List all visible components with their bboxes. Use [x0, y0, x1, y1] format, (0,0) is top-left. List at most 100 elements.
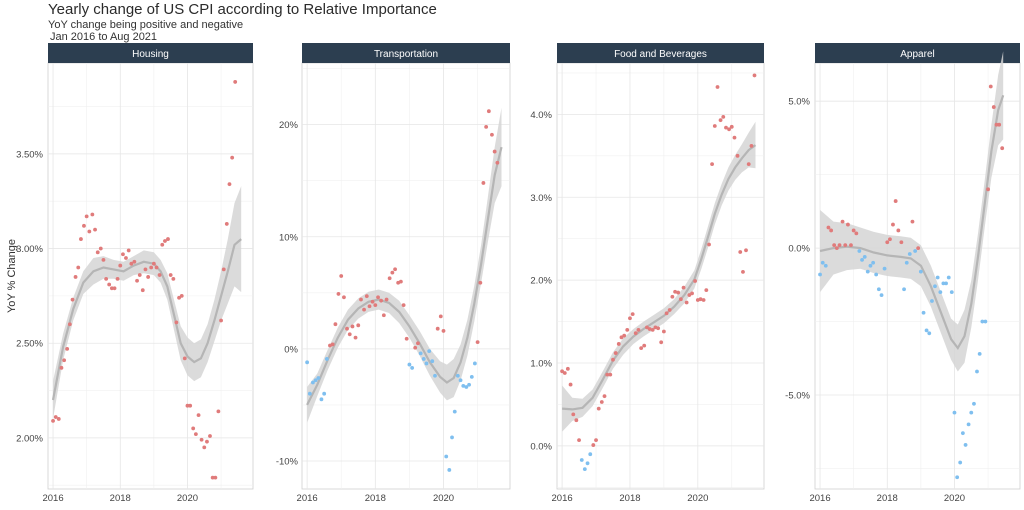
data-point [613, 351, 618, 355]
data-point [871, 260, 876, 265]
data-point [574, 418, 579, 423]
data-point [562, 371, 567, 375]
data-point [227, 182, 232, 187]
data-point [79, 237, 83, 241]
facet-strip-label: Housing [132, 49, 169, 60]
data-point [381, 313, 386, 318]
x-tick-label: 2018 [365, 493, 386, 504]
y-tick-label: 3.00% [16, 244, 43, 255]
data-point [121, 252, 125, 257]
data-point [645, 325, 649, 330]
data-point [958, 460, 963, 465]
data-point [571, 412, 576, 417]
data-point [129, 261, 134, 266]
data-point [441, 329, 446, 333]
data-point [90, 212, 95, 217]
chart-subtitle: YoY change being positive and negative [48, 19, 244, 31]
data-point [307, 391, 312, 396]
data-point [960, 431, 965, 436]
data-point [53, 415, 58, 419]
data-point [336, 292, 341, 296]
data-point [101, 258, 106, 262]
facet-strip-label: Transportation [374, 49, 438, 60]
data-point [84, 214, 89, 219]
x-tick-label: 2016 [297, 493, 318, 504]
data-point [823, 263, 828, 268]
data-point [87, 229, 92, 234]
data-point [608, 372, 613, 377]
confidence-band [562, 121, 756, 432]
data-point [565, 366, 570, 371]
data-point [230, 155, 235, 160]
y-tick-label: 1.0% [530, 359, 552, 370]
data-point [305, 360, 310, 365]
data-point [715, 85, 720, 89]
data-point [188, 403, 193, 408]
data-point [107, 282, 112, 287]
smooth-line [51, 238, 242, 401]
data-point [163, 239, 167, 243]
data-point [387, 276, 392, 281]
data-point [656, 326, 661, 331]
data-point [907, 252, 912, 256]
data-point [678, 297, 683, 302]
data-point [196, 413, 201, 418]
data-point [373, 303, 378, 308]
data-point [913, 249, 918, 253]
data-point [390, 270, 395, 275]
y-tick-label: 2.0% [530, 276, 552, 287]
data-point [182, 356, 187, 361]
data-point [410, 366, 415, 370]
data-point [729, 124, 734, 129]
data-point [65, 346, 70, 351]
data-point [882, 266, 887, 271]
data-point [896, 228, 901, 233]
data-point [393, 267, 397, 272]
data-point [684, 300, 689, 305]
data-point [588, 452, 593, 457]
x-tick-label: 2018 [877, 493, 898, 504]
data-point [927, 331, 932, 336]
data-point [977, 351, 982, 356]
data-point [938, 290, 943, 295]
data-point [687, 293, 692, 297]
data-point [650, 327, 655, 332]
data-point [732, 135, 737, 140]
data-point [735, 153, 740, 158]
y-tick-label: 10% [279, 232, 299, 243]
chart-title: Yearly change of US CPI according to Rel… [48, 1, 437, 18]
data-point [70, 297, 75, 302]
data-point [353, 335, 358, 340]
panel-background [556, 62, 765, 490]
data-point [51, 418, 55, 423]
facet-strip [557, 43, 764, 63]
data-point [322, 391, 327, 396]
data-point [899, 240, 904, 245]
data-point [879, 293, 884, 297]
data-point [832, 243, 837, 248]
data-point [820, 260, 825, 265]
data-point [210, 475, 215, 480]
data-point [868, 263, 873, 268]
data-point [59, 365, 64, 370]
data-point [862, 255, 867, 259]
data-point [359, 297, 363, 302]
data-point [484, 125, 489, 129]
data-point [171, 276, 176, 281]
data-point [174, 320, 179, 325]
data-point [837, 243, 842, 248]
data-point [137, 273, 142, 277]
data-point [596, 406, 601, 411]
data-point [865, 269, 870, 274]
data-point [980, 319, 985, 324]
data-point [826, 225, 831, 230]
data-point [324, 357, 329, 361]
data-point [975, 369, 979, 374]
data-point [168, 273, 173, 277]
data-point [602, 394, 607, 399]
data-point [118, 263, 123, 268]
data-point [560, 369, 564, 374]
data-point [712, 124, 717, 128]
data-point [969, 410, 974, 415]
data-point [109, 286, 114, 291]
